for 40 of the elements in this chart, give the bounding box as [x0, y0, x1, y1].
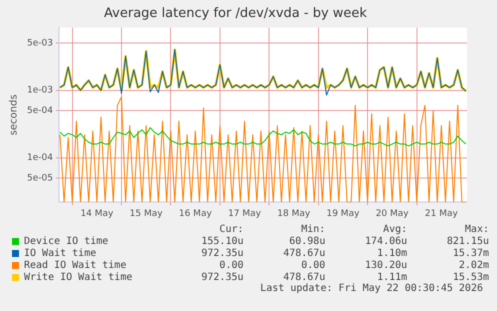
text: 0.00	[218, 260, 244, 270]
text: 2.02m	[458, 260, 489, 270]
text: Min:	[300, 224, 326, 235]
text: 60.98u	[288, 236, 326, 246]
text: 972.35u	[200, 248, 244, 258]
y-tick-label: 5e-03	[26, 38, 53, 48]
text: 821.15u	[446, 236, 489, 246]
legend-label: Write IO Wait time	[23, 272, 134, 282]
y-tick-label: 5e-05	[26, 173, 53, 184]
text: 972.35u	[200, 272, 244, 282]
text: 174.06u	[364, 236, 408, 246]
legend-label: IO Wait time	[23, 248, 98, 258]
text: 1.11m	[376, 272, 408, 282]
x-tick-label: 20 May	[376, 208, 410, 219]
text: 15.53m	[452, 272, 489, 282]
text: Max:	[464, 224, 489, 235]
text: 15.37m	[452, 248, 489, 258]
x-tick-label: 18 May	[277, 208, 311, 219]
text: Cur:	[218, 224, 244, 235]
text: 155.10u	[200, 236, 244, 246]
text: 1.10m	[376, 248, 408, 258]
x-tick-label: 14 May	[80, 208, 114, 219]
y-tick-label: 1e-03	[26, 86, 53, 96]
x-tick-label: 17 May	[228, 208, 262, 219]
y-axis-title: seconds	[8, 94, 20, 136]
x-tick-label: 21 May	[424, 208, 458, 219]
text: 0.00	[300, 260, 326, 270]
text: 130.20u	[364, 260, 408, 270]
legend-label: Device IO time	[23, 236, 110, 246]
x-tick-label: 19 May	[326, 208, 360, 219]
y-tick-label: 5e-04	[26, 106, 54, 116]
text: Avg:	[382, 224, 408, 235]
x-tick-label: 16 May	[178, 208, 212, 219]
chart-title: Average latency for /dev/xvda - by week	[104, 6, 368, 22]
text: 478.67u	[282, 272, 326, 282]
text: Last update: Fri May 22 00:30:45 2026	[259, 283, 484, 294]
x-tick-label: 15 May	[130, 208, 164, 219]
y-tick-label: 1e-04	[26, 153, 54, 164]
legend-label: Read IO Wait time	[23, 260, 128, 270]
text: 478.67u	[282, 248, 326, 258]
